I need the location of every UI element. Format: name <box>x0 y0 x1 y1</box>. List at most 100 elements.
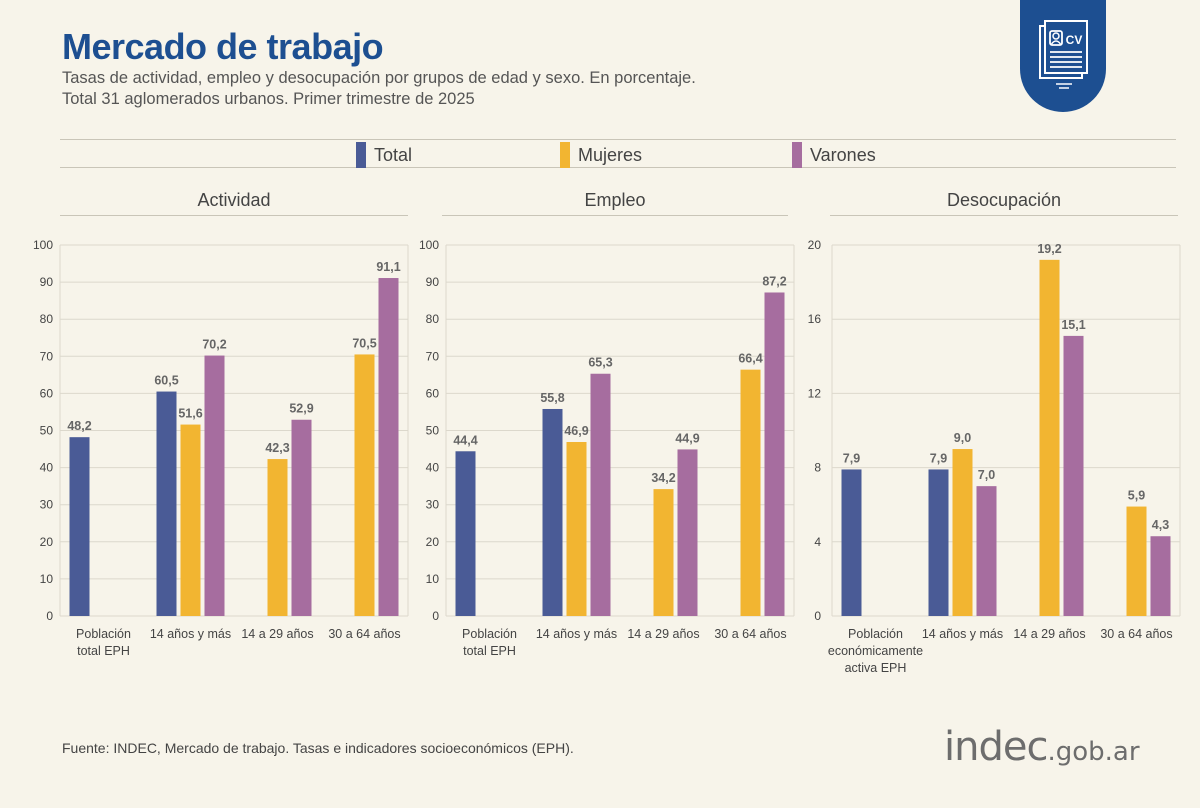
legend-label-total: Total <box>374 144 413 165</box>
panel-title-actividad: Actividad <box>197 190 271 210</box>
empleo-bar-total-0 <box>455 451 476 616</box>
desocupacion-y-tick-label: 16 <box>808 312 822 326</box>
desocupacion-value-label-total-1: 7,9 <box>930 451 947 465</box>
desocupacion-category-label-0: Población <box>848 627 903 641</box>
actividad-value-label-varones-1: 70,2 <box>202 338 226 352</box>
actividad-bar-varones-1 <box>204 355 225 616</box>
legend-swatch-mujeres <box>560 142 570 168</box>
actividad-value-label-varones-2: 52,9 <box>289 402 313 416</box>
actividad-y-tick-label: 10 <box>40 572 54 586</box>
desocupacion-bar-mujeres-1 <box>952 449 973 616</box>
empleo-value-label-varones-3: 87,2 <box>762 274 786 288</box>
desocupacion-category-label-2: 14 a 29 años <box>1013 627 1085 641</box>
actividad-value-label-varones-3: 91,1 <box>376 260 400 274</box>
empleo-bar-mujeres-3 <box>740 369 761 616</box>
empleo-bar-varones-3 <box>764 292 785 616</box>
logo-domain-text: .gob.ar <box>1047 737 1140 767</box>
cv-badge: CV <box>1020 0 1106 112</box>
desocupacion-y-tick-label: 12 <box>808 386 822 400</box>
actividad-value-label-mujeres-2: 42,3 <box>265 441 289 455</box>
empleo-y-tick-label: 30 <box>426 498 440 512</box>
empleo-y-tick-label: 80 <box>426 312 440 326</box>
desocupacion-bar-varones-1 <box>976 486 997 616</box>
empleo-category-label-0: total EPH <box>463 644 516 658</box>
empleo-y-tick-label: 0 <box>432 609 439 623</box>
cv-badge-text: CV <box>1066 33 1083 47</box>
desocupacion-y-tick-label: 0 <box>814 609 821 623</box>
desocupacion-bar-total-1 <box>928 469 949 616</box>
desocupacion-value-label-varones-1: 7,0 <box>978 468 995 482</box>
indec-logo: indec .gob.ar <box>944 724 1140 770</box>
desocupacion-bar-varones-3 <box>1150 536 1171 616</box>
page-title: Mercado de trabajo <box>62 26 384 67</box>
empleo-value-label-varones-1: 65,3 <box>588 356 612 370</box>
actividad-value-label-total-0: 48,2 <box>67 419 91 433</box>
empleo-bar-varones-1 <box>590 373 611 616</box>
empleo-y-tick-label: 40 <box>426 461 440 475</box>
legend-item-varones: Varones <box>792 142 876 168</box>
actividad-category-label-0: total EPH <box>77 644 130 658</box>
desocupacion-bar-varones-2 <box>1063 335 1084 616</box>
actividad-y-tick-label: 80 <box>40 312 54 326</box>
actividad-category-label-1: 14 años y más <box>150 627 231 641</box>
empleo-y-tick-label: 100 <box>419 238 439 252</box>
actividad-bar-varones-3 <box>378 278 399 616</box>
panel-rule-desocupacion <box>830 215 1178 216</box>
desocupacion-bar-mujeres-2 <box>1039 259 1060 616</box>
actividad-bar-total-1 <box>156 391 177 616</box>
subtitle-line-1: Tasas de actividad, empleo y desocupació… <box>62 69 696 87</box>
empleo-bar-varones-2 <box>677 449 698 616</box>
empleo-bar-mujeres-2 <box>653 489 674 616</box>
legend-label-mujeres: Mujeres <box>578 144 643 165</box>
actividad-value-label-mujeres-3: 70,5 <box>352 336 376 350</box>
empleo-y-tick-label: 50 <box>426 424 440 438</box>
actividad-y-tick-label: 90 <box>40 275 54 289</box>
actividad-y-tick-label: 100 <box>33 238 53 252</box>
actividad-value-label-total-1: 60,5 <box>154 374 178 388</box>
legend-item-total: Total <box>356 142 412 168</box>
desocupacion-value-label-mujeres-1: 9,0 <box>954 431 971 445</box>
actividad-y-tick-label: 60 <box>40 386 54 400</box>
panel-title-empleo: Empleo <box>584 190 646 210</box>
empleo-category-label-3: 30 a 64 años <box>714 627 786 641</box>
actividad-bar-varones-2 <box>291 419 312 616</box>
subtitle-line-2: Total 31 aglomerados urbanos. Primer tri… <box>62 90 475 108</box>
empleo-value-label-mujeres-1: 46,9 <box>564 424 588 438</box>
legend-swatch-varones <box>792 142 802 168</box>
desocupacion-y-tick-label: 4 <box>814 535 821 549</box>
actividad-y-tick-label: 50 <box>40 424 54 438</box>
panel-rule-empleo <box>442 215 788 216</box>
desocupacion-value-label-mujeres-3: 5,9 <box>1128 489 1145 503</box>
actividad-y-tick-label: 70 <box>40 349 54 363</box>
empleo-y-tick-label: 70 <box>426 349 440 363</box>
desocupacion-value-label-total-0: 7,9 <box>843 451 860 465</box>
empleo-y-tick-label: 90 <box>426 275 440 289</box>
empleo-bar-total-1 <box>542 408 563 616</box>
desocupacion-y-tick-label: 20 <box>808 238 822 252</box>
legend-swatch-total <box>356 142 366 168</box>
legend-rule-bottom <box>60 167 1176 168</box>
cv-document-icon: CV <box>1039 20 1088 89</box>
legend-rule-top <box>60 139 1176 140</box>
empleo-bar-mujeres-1 <box>566 442 587 616</box>
desocupacion-bar-mujeres-3 <box>1126 506 1147 616</box>
empleo-y-tick-label: 10 <box>426 572 440 586</box>
source-note: Fuente: INDEC, Mercado de trabajo. Tasas… <box>62 740 574 756</box>
desocupacion-category-label-0: activa EPH <box>845 661 907 675</box>
legend-item-mujeres: Mujeres <box>560 142 642 168</box>
actividad-y-tick-label: 40 <box>40 461 54 475</box>
actividad-category-label-2: 14 a 29 años <box>241 627 313 641</box>
desocupacion-bar-total-0 <box>841 469 862 616</box>
empleo-value-label-varones-2: 44,9 <box>675 431 699 445</box>
panel-rule-actividad <box>60 215 408 216</box>
logo-main-text: indec <box>944 724 1048 770</box>
empleo-category-label-1: 14 años y más <box>536 627 617 641</box>
desocupacion-category-label-3: 30 a 64 años <box>1100 627 1172 641</box>
empleo-value-label-total-1: 55,8 <box>540 391 564 405</box>
actividad-bar-mujeres-3 <box>354 354 375 616</box>
actividad-y-tick-label: 30 <box>40 498 54 512</box>
actividad-bar-mujeres-1 <box>180 424 201 616</box>
empleo-y-tick-label: 20 <box>426 535 440 549</box>
legend-label-varones: Varones <box>810 144 876 165</box>
actividad-y-tick-label: 0 <box>46 609 53 623</box>
